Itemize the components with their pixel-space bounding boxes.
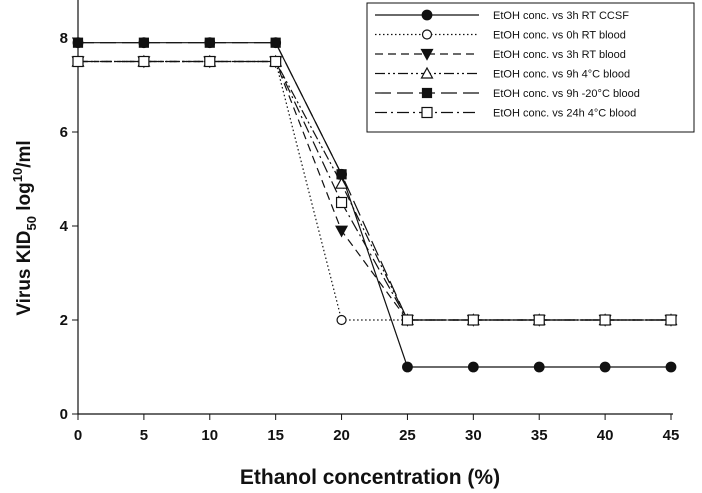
y-tick-label: 0 — [60, 406, 68, 423]
x-tick-label: 35 — [531, 427, 548, 444]
y-tick-label: 6 — [60, 124, 68, 141]
x-tick-label: 25 — [399, 427, 416, 444]
y-axis-title-suffix: /ml — [14, 140, 35, 167]
data-point — [336, 169, 347, 180]
data-point — [72, 37, 84, 48]
data-point — [270, 37, 281, 48]
x-tick-label: 45 — [663, 427, 680, 444]
data-point — [665, 314, 677, 326]
data-point — [533, 361, 545, 373]
legend-entry-5: EtOH conc. vs 9h -20°C blood — [375, 87, 640, 100]
data-point — [138, 37, 149, 48]
x-tick-label: 20 — [333, 427, 350, 444]
legend-entry-2: EtOH conc. vs 0h RT blood — [375, 29, 626, 42]
legend-marker — [421, 9, 433, 21]
legend-marker — [420, 66, 434, 79]
data-point — [467, 314, 479, 326]
series-markers-6 — [72, 55, 677, 326]
legend-marker — [421, 29, 433, 40]
y-tick-label: 2 — [60, 312, 68, 329]
legend-label: EtOH conc. vs 0h RT blood — [493, 30, 626, 42]
data-point — [599, 361, 611, 373]
series-line-6 — [78, 60, 671, 321]
data-point — [204, 55, 216, 68]
data-point — [599, 314, 611, 326]
data-point — [336, 314, 347, 326]
y-axis-title-mid: log — [14, 182, 35, 216]
data-point — [467, 361, 479, 373]
y-axis-title-prefix: Virus KID — [14, 230, 35, 315]
y-axis-title-superscript: 10 — [10, 168, 25, 182]
y-tick-label: 4 — [60, 218, 69, 235]
legend-marker — [420, 48, 434, 61]
y-tick-label: 8 — [60, 30, 68, 47]
legend-label: EtOH conc. vs 3h RT blood — [493, 49, 626, 61]
y-axis-title: Virus KID50 log10/ml — [10, 140, 39, 315]
data-point — [335, 196, 348, 209]
legend-marker — [421, 87, 433, 99]
legend-marker — [421, 106, 433, 119]
legend-label: EtOH conc. vs 9h 4°C blood — [493, 69, 630, 81]
x-tick-label: 30 — [465, 427, 482, 444]
legend-entry-1: EtOH conc. vs 3h RT CCSF — [375, 9, 629, 22]
x-tick-label: 10 — [201, 427, 218, 444]
x-tick-label: 0 — [74, 427, 82, 444]
series-line-5 — [78, 42, 671, 321]
data-point — [533, 314, 545, 326]
y-axis-title-subscript: 50 — [24, 216, 39, 230]
axes: 0 5 10 15 20 25 30 35 40 45 0 2 4 6 8 — [60, 0, 680, 444]
x-tick-label: 5 — [140, 427, 148, 444]
legend-label: EtOH conc. vs 24h 4°C blood — [493, 108, 636, 120]
legend-label: EtOH conc. vs 9h -20°C blood — [493, 88, 640, 100]
x-tick-label: 40 — [597, 427, 614, 444]
data-point — [335, 225, 349, 238]
x-tick-label: 15 — [267, 427, 284, 444]
data-point — [402, 361, 413, 373]
legend-entry-4: EtOH conc. vs 9h 4°C blood — [375, 66, 630, 81]
plot-area — [71, 37, 678, 373]
data-point — [138, 55, 150, 68]
series-line-2 — [78, 60, 671, 321]
data-point — [665, 361, 677, 373]
data-point — [401, 314, 414, 326]
x-axis-title: Ethanol concentration (%) — [240, 466, 500, 489]
data-point — [72, 55, 84, 68]
legend-entry-3: EtOH conc. vs 3h RT blood — [375, 48, 626, 61]
data-point — [204, 37, 215, 48]
legend-label: EtOH conc. vs 3h RT CCSF — [493, 10, 629, 22]
data-point — [335, 176, 349, 189]
legend: EtOH conc. vs 3h RT CCSF EtOH conc. vs 0h… — [366, 2, 695, 133]
data-point — [270, 55, 282, 68]
legend-entry-6: EtOH conc. vs 24h 4°C blood — [375, 106, 636, 120]
